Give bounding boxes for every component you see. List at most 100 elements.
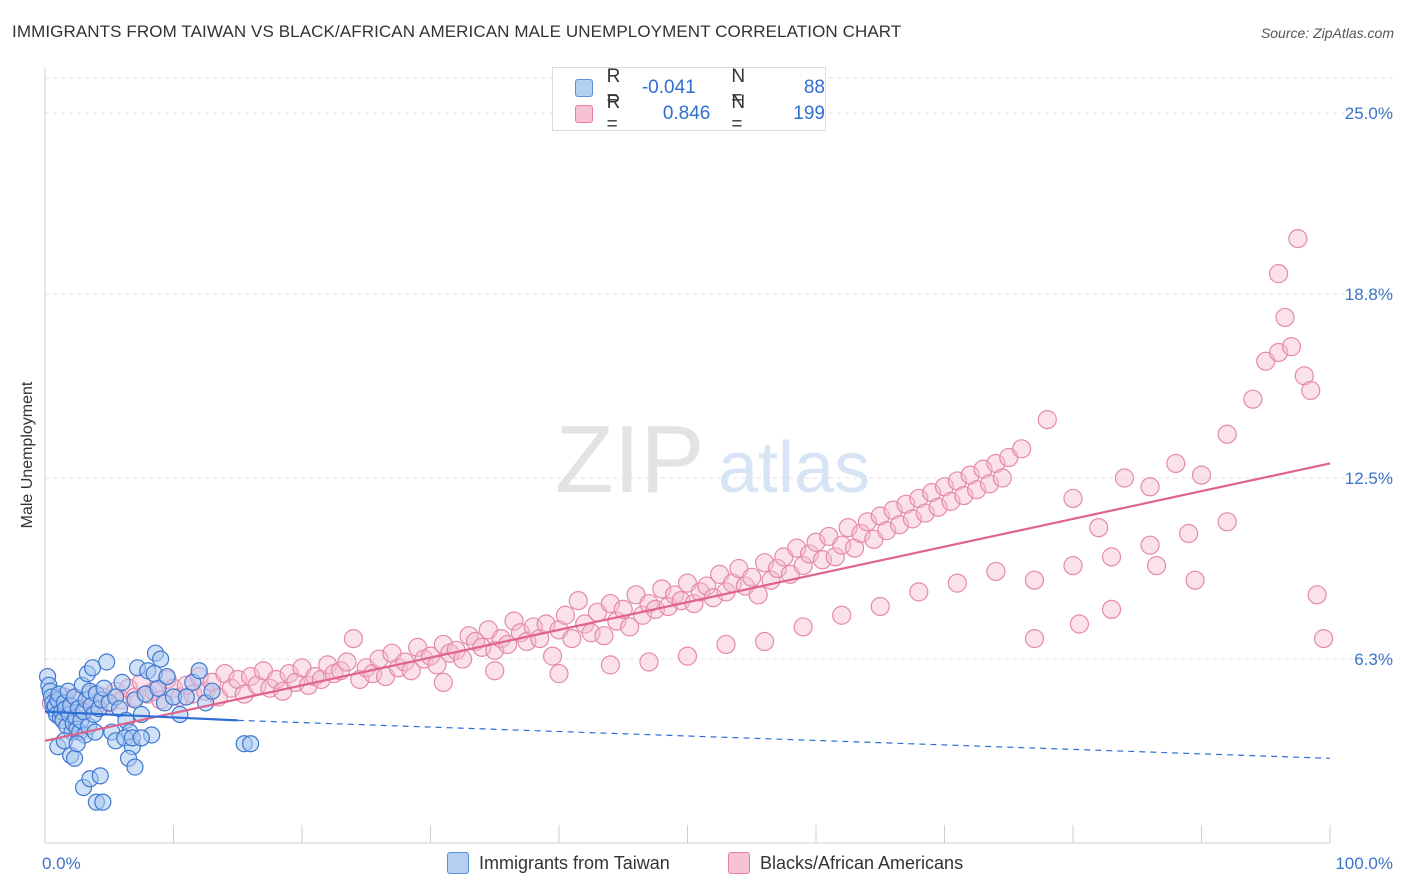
point-blacks <box>1011 439 1032 459</box>
legend-label-taiwan: Immigrants from Taiwan <box>479 852 670 873</box>
point-taiwan <box>91 767 109 785</box>
point-taiwan <box>132 729 150 747</box>
point-blacks <box>1313 629 1334 649</box>
trend-lines <box>44 462 1331 759</box>
point-blacks <box>742 567 762 587</box>
point-taiwan <box>158 667 176 686</box>
r-label: R = <box>606 92 621 135</box>
point-blacks <box>1275 307 1295 328</box>
stats-swatch-blacks <box>575 105 593 123</box>
point-blacks <box>594 626 614 646</box>
stats-swatch-taiwan <box>575 79 593 97</box>
point-taiwan <box>98 653 116 671</box>
point-blacks <box>1101 547 1122 567</box>
point-blacks <box>870 596 890 617</box>
point-blacks <box>1140 535 1160 555</box>
point-blacks <box>1069 614 1090 634</box>
point-blacks <box>1089 518 1109 538</box>
point-blacks <box>1037 410 1057 430</box>
trend-line-blacks <box>44 462 1331 742</box>
r-value-taiwan: -0.041 <box>641 77 696 98</box>
point-taiwan <box>152 650 170 668</box>
point-blacks <box>568 591 588 611</box>
source-label: Source: ZipAtlas.com <box>1260 25 1394 41</box>
r-label: R = <box>606 66 621 109</box>
point-blacks <box>600 655 621 675</box>
y-tick-label: 12.5% <box>1345 469 1393 488</box>
point-blacks <box>1140 477 1160 497</box>
point-blacks <box>639 652 659 672</box>
point-blacks <box>1063 488 1083 509</box>
point-blacks <box>825 547 845 567</box>
point-blacks <box>1146 556 1167 576</box>
point-blacks <box>992 468 1012 488</box>
trend-line-taiwan <box>44 710 238 722</box>
watermark-atlas: atlas <box>718 428 870 508</box>
stats-row-blacks: R = 0.846 N = 199 <box>575 92 825 135</box>
x-tick-label: 100.0% <box>1335 854 1393 873</box>
point-taiwan <box>68 735 86 753</box>
point-taiwan <box>203 682 221 700</box>
y-tick-label: 25.0% <box>1345 104 1393 123</box>
x-tick-labels: 0.0% 100.0% <box>42 854 1393 873</box>
point-blacks <box>832 605 852 625</box>
point-blacks <box>793 617 813 637</box>
point-blacks <box>947 573 967 593</box>
point-blacks <box>677 646 698 666</box>
point-taiwan <box>190 662 208 680</box>
point-blacks <box>433 672 453 693</box>
stats-box: R = -0.041 N = 88 R = 0.846 N = 199 <box>552 66 826 135</box>
point-taiwan <box>242 735 260 753</box>
legend-item-blacks[interactable]: Blacks/African Americans <box>728 852 963 874</box>
point-blacks <box>1307 585 1327 605</box>
point-blacks <box>504 611 524 631</box>
point-blacks <box>1114 468 1135 488</box>
point-blacks <box>754 631 775 652</box>
r-value-blacks: 0.846 <box>662 103 711 124</box>
point-blacks <box>1288 228 1308 249</box>
point-blacks <box>485 661 505 681</box>
point-blacks <box>620 617 640 637</box>
legend-label-blacks: Blacks/African Americans <box>760 852 964 873</box>
point-blacks <box>343 629 363 649</box>
point-blacks <box>986 561 1006 582</box>
point-blacks <box>1301 380 1321 401</box>
point-taiwan <box>126 758 144 776</box>
n-value-taiwan: 88 <box>803 77 825 98</box>
point-blacks <box>1024 629 1045 649</box>
point-blacks <box>549 664 569 684</box>
point-blacks <box>1243 389 1263 409</box>
point-blacks <box>562 629 582 649</box>
point-blacks <box>793 556 813 576</box>
point-blacks <box>555 605 576 625</box>
point-taiwan <box>113 673 131 692</box>
legend-swatch-blacks <box>728 852 750 874</box>
point-blacks <box>1179 523 1199 544</box>
watermark-zip: ZIP <box>555 406 704 513</box>
point-blacks <box>542 646 563 666</box>
point-blacks <box>909 582 929 602</box>
point-blacks <box>1101 599 1122 620</box>
axes <box>44 68 1331 844</box>
point-blacks <box>1166 453 1186 474</box>
n-label: N = <box>731 92 746 135</box>
n-label: N = <box>731 66 746 109</box>
point-blacks <box>697 576 717 596</box>
point-blacks <box>1281 337 1302 357</box>
stats-row-taiwan: R = -0.041 N = 88 <box>575 66 825 109</box>
point-taiwan <box>171 705 189 724</box>
point-blacks <box>1268 264 1289 284</box>
legend-swatch-taiwan <box>447 852 469 874</box>
point-blacks <box>1217 512 1237 532</box>
y-tick-label: 18.8% <box>1345 285 1393 304</box>
point-blacks <box>337 652 357 672</box>
point-blacks <box>1191 465 1212 485</box>
y-tick-labels: 6.3% 12.5% 18.8% 25.0% <box>1345 104 1393 669</box>
point-blacks <box>1217 424 1237 444</box>
point-blacks <box>1063 556 1083 576</box>
chart-title: IMMIGRANTS FROM TAIWAN VS BLACK/AFRICAN … <box>12 22 902 41</box>
legend-item-taiwan[interactable]: Immigrants from Taiwan <box>447 852 670 874</box>
n-value-blacks: 199 <box>793 103 825 124</box>
point-blacks <box>716 634 736 655</box>
